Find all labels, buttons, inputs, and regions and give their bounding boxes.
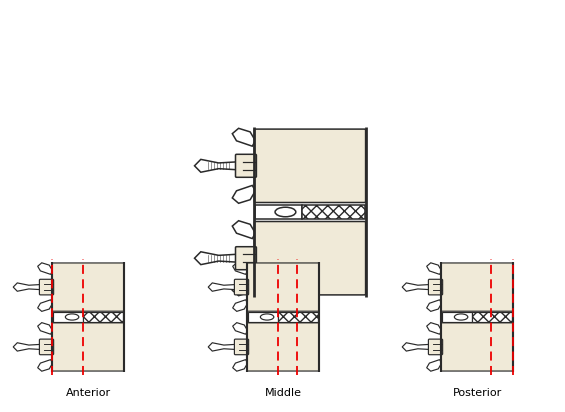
Bar [277,262,297,371]
Polygon shape [427,300,442,311]
FancyBboxPatch shape [236,154,257,177]
FancyBboxPatch shape [428,279,442,295]
FancyBboxPatch shape [236,247,257,270]
Polygon shape [232,278,255,296]
Bar [255,205,302,219]
FancyBboxPatch shape [254,129,366,203]
Polygon shape [13,283,45,291]
Bar [442,312,472,322]
Ellipse shape [260,314,274,320]
Polygon shape [194,252,243,265]
FancyBboxPatch shape [40,279,54,295]
Polygon shape [233,263,247,274]
Polygon shape [38,360,53,371]
Polygon shape [427,360,442,371]
Text: Anterior: Anterior [66,388,111,398]
Polygon shape [402,283,433,291]
Bar [82,312,123,322]
Polygon shape [427,323,442,334]
Polygon shape [38,323,53,334]
Polygon shape [233,300,247,311]
FancyBboxPatch shape [51,263,124,311]
Bar [491,262,514,371]
Polygon shape [232,221,255,239]
Polygon shape [194,159,243,172]
Bar [277,312,318,322]
FancyBboxPatch shape [247,263,319,311]
Polygon shape [232,128,255,146]
Text: Posterior: Posterior [453,388,502,398]
FancyBboxPatch shape [51,323,124,371]
FancyBboxPatch shape [40,339,54,355]
Bar [247,312,277,322]
FancyBboxPatch shape [234,279,249,295]
FancyBboxPatch shape [234,339,249,355]
Polygon shape [402,343,433,351]
Polygon shape [208,283,240,291]
Polygon shape [208,343,240,351]
FancyBboxPatch shape [254,222,366,295]
FancyBboxPatch shape [428,339,442,355]
Bar [51,262,82,371]
Ellipse shape [66,314,79,320]
Polygon shape [232,185,255,203]
Polygon shape [38,263,53,274]
Polygon shape [233,323,247,334]
FancyBboxPatch shape [247,323,319,371]
Bar [472,312,512,322]
Bar [53,312,82,322]
Polygon shape [427,263,442,274]
Ellipse shape [275,207,296,217]
FancyBboxPatch shape [441,263,514,311]
Polygon shape [38,300,53,311]
FancyBboxPatch shape [441,323,514,371]
Text: Middle: Middle [264,388,302,398]
Polygon shape [233,360,247,371]
Ellipse shape [454,314,468,320]
Polygon shape [13,343,45,351]
Bar [302,205,364,219]
